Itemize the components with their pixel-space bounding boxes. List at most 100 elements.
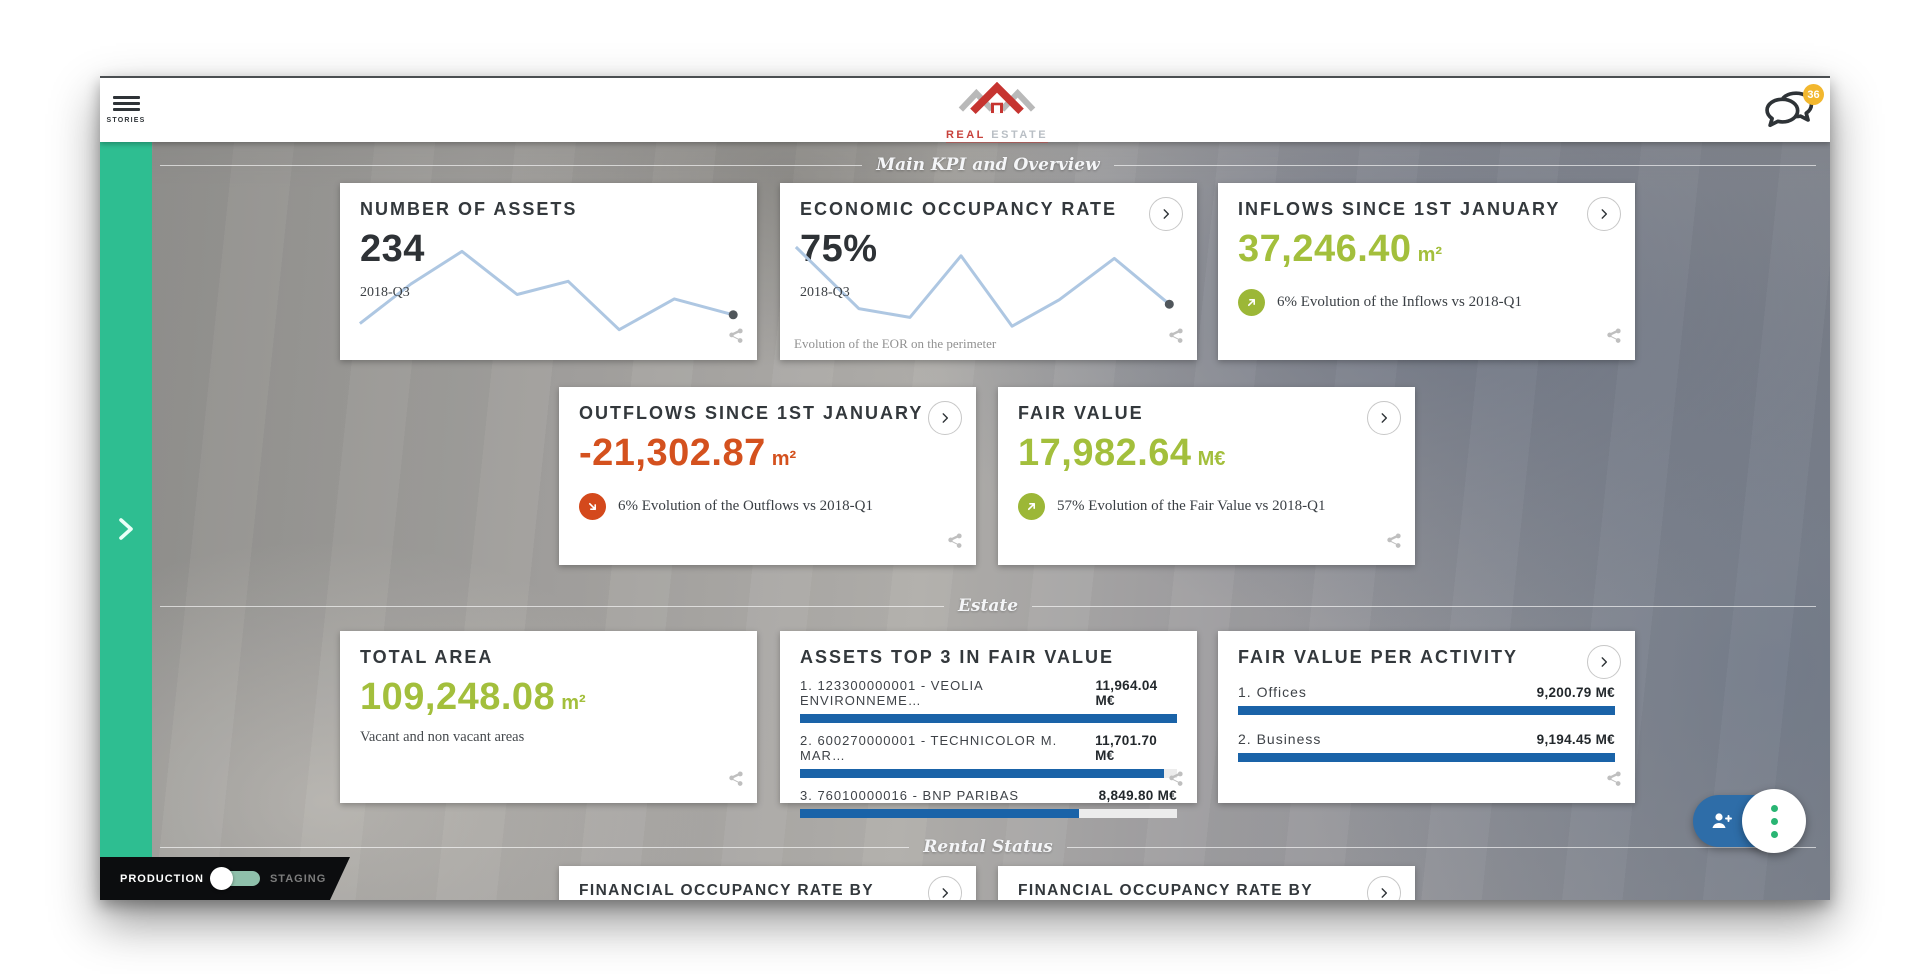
bar-label: 1. Offices [1238,684,1307,700]
card-title: OUTFLOWS SINCE 1ST JANUARY [579,403,924,423]
bar-fill [1238,706,1615,715]
card-title: FAIR VALUE PER ACTIVITY [1238,647,1519,667]
section-title: Rental Status [923,837,1053,857]
open-detail-button[interactable] [1149,197,1183,231]
card-footnote: Evolution of the EOR on the perimeter [794,336,997,351]
chevron-right-icon [119,518,133,540]
card-title: TOTAL AREA [360,647,494,667]
card-fair-value: FAIR VALUE 17,982.64 M€ 57% Evolution of … [998,387,1415,565]
bar-fill [1238,753,1615,762]
bar-row: 2. 600270000001 - TECHNICOLOR M. MAR… 11… [800,733,1177,778]
share-icon [1169,771,1183,786]
chevron-right-icon [1381,413,1388,423]
assets-sparkline [358,249,738,332]
kpi-delta: 57% Evolution of the Fair Value vs 2018-… [1018,493,1395,520]
production-label: PRODUCTION [120,872,204,885]
eor-sparkline [794,245,1174,328]
kpi-value: 109,248.08 m² [360,676,586,718]
open-detail-button[interactable] [1587,197,1621,231]
card-financial-occupancy-right: FINANCIAL OCCUPANCY RATE BY [998,866,1415,900]
open-detail-button[interactable] [928,401,962,435]
open-detail-button[interactable] [1367,401,1401,435]
kpi-period: 2018-Q3 [800,285,850,300]
toggle-knob [209,867,233,890]
card-assets-top3-fair-value: ASSETS TOP 3 IN FAIR VALUE 1. 1233000000… [780,631,1197,818]
staging-label: STAGING [269,872,327,885]
trend-up-icon [1018,493,1045,520]
environment-banner: PRODUCTION STAGING [100,857,350,900]
share-button[interactable] [1166,327,1185,351]
chat-button[interactable]: 36 [1764,84,1824,134]
chevron-right-icon [942,413,949,423]
chevron-right-icon [1163,209,1170,219]
kpi-value: 17,982.64 M€ [1018,432,1226,474]
card-inflows: INFLOWS SINCE 1ST JANUARY 37,246.40 m² 6%… [1218,183,1635,360]
trend-down-icon [579,493,606,520]
bar-fill [800,714,1177,723]
dashboard-window: STORIES REAL ESTATE 3 [100,76,1830,900]
open-detail-button[interactable] [928,876,962,900]
sidebar-expand-button[interactable] [113,514,139,549]
bar-label: 2. Business [1238,731,1322,747]
chat-badge: 36 [1803,84,1824,105]
bar-label: 2. 600270000001 - TECHNICOLOR M. MAR… [800,733,1058,763]
share-button[interactable] [1604,770,1623,794]
card-total-area: TOTAL AREA 109,248.08 m² Vacant and non v… [340,631,757,803]
share-button[interactable] [1384,532,1403,556]
bar-row: 1. 123300000001 - VEOLIA ENVIRONNEME… 11… [800,678,1177,723]
bar-row: 2. Business 9,194.45 M€ [1238,731,1615,762]
chevron-right-icon [1601,209,1608,219]
stories-menu-button[interactable]: STORIES [100,78,152,142]
chat-icon [1765,91,1814,128]
kpi-unit: M€ [1197,448,1226,470]
share-button[interactable] [945,532,964,556]
kpi-period: 2018-Q3 [360,285,410,300]
kpi-unit: m² [561,692,586,714]
kebab-menu-icon [1770,804,1778,812]
share-button[interactable] [726,770,745,794]
card-title: FINANCIAL OCCUPANCY RATE BY [1018,882,1313,899]
app-logo: REAL ESTATE [937,81,1057,143]
bar-value: 9,194.45 M€ [1536,732,1615,747]
section-main-kpi: Main KPI and Overview [160,155,1816,175]
kpi-unit: m² [771,448,797,470]
real-estate-logo-icon [958,81,1036,115]
more-actions-fab[interactable] [1742,789,1806,853]
card-subtitle: Vacant and non vacant areas [360,729,525,745]
logo-wordmark: REAL ESTATE [945,129,1049,143]
card-fair-value-per-activity: FAIR VALUE PER ACTIVITY 1. Offices 9,200… [1218,631,1635,803]
open-detail-button[interactable] [1367,876,1401,900]
card-title: ASSETS TOP 3 IN FAIR VALUE [800,647,1115,667]
share-button[interactable] [726,327,745,351]
share-button[interactable] [1604,327,1623,351]
share-icon [1169,328,1183,343]
chevron-right-icon [1601,657,1608,667]
bar-value: 9,200.79 M€ [1536,685,1615,700]
stories-label: STORIES [106,117,146,124]
card-title: ECONOMIC OCCUPANCY RATE [800,199,1118,219]
share-icon [729,328,743,343]
bar-fill [800,769,1164,778]
bar-row: 1. Offices 9,200.79 M€ [1238,684,1615,715]
chevron-right-icon [942,888,949,898]
share-icon [729,771,743,786]
section-title: Estate [957,596,1019,616]
share-icon [1607,328,1621,343]
share-icon [1607,771,1621,786]
bar-value: 11,964.04 M€ [1095,678,1158,708]
bar-value: 8,849.80 M€ [1098,788,1177,803]
bar-label: 1. 123300000001 - VEOLIA ENVIRONNEME… [800,678,984,708]
kpi-unit: m² [1417,244,1443,266]
kpi-value: 37,246.40 m² [1238,228,1443,270]
share-icon [948,533,962,548]
environment-toggle[interactable] [209,867,260,890]
card-economic-occupancy-rate: ECONOMIC OCCUPANCY RATE 75% 2018-Q3 Evol… [780,183,1197,360]
card-title: NUMBER OF ASSETS [360,199,578,219]
top-bar: STORIES REAL ESTATE 3 [100,78,1830,143]
share-button[interactable] [1166,770,1185,794]
open-detail-button[interactable] [1587,645,1621,679]
card-financial-occupancy-left: FINANCIAL OCCUPANCY RATE BY [559,866,976,900]
hamburger-icon [112,96,140,99]
bar-fill [800,809,1079,818]
sidebar [100,142,152,900]
